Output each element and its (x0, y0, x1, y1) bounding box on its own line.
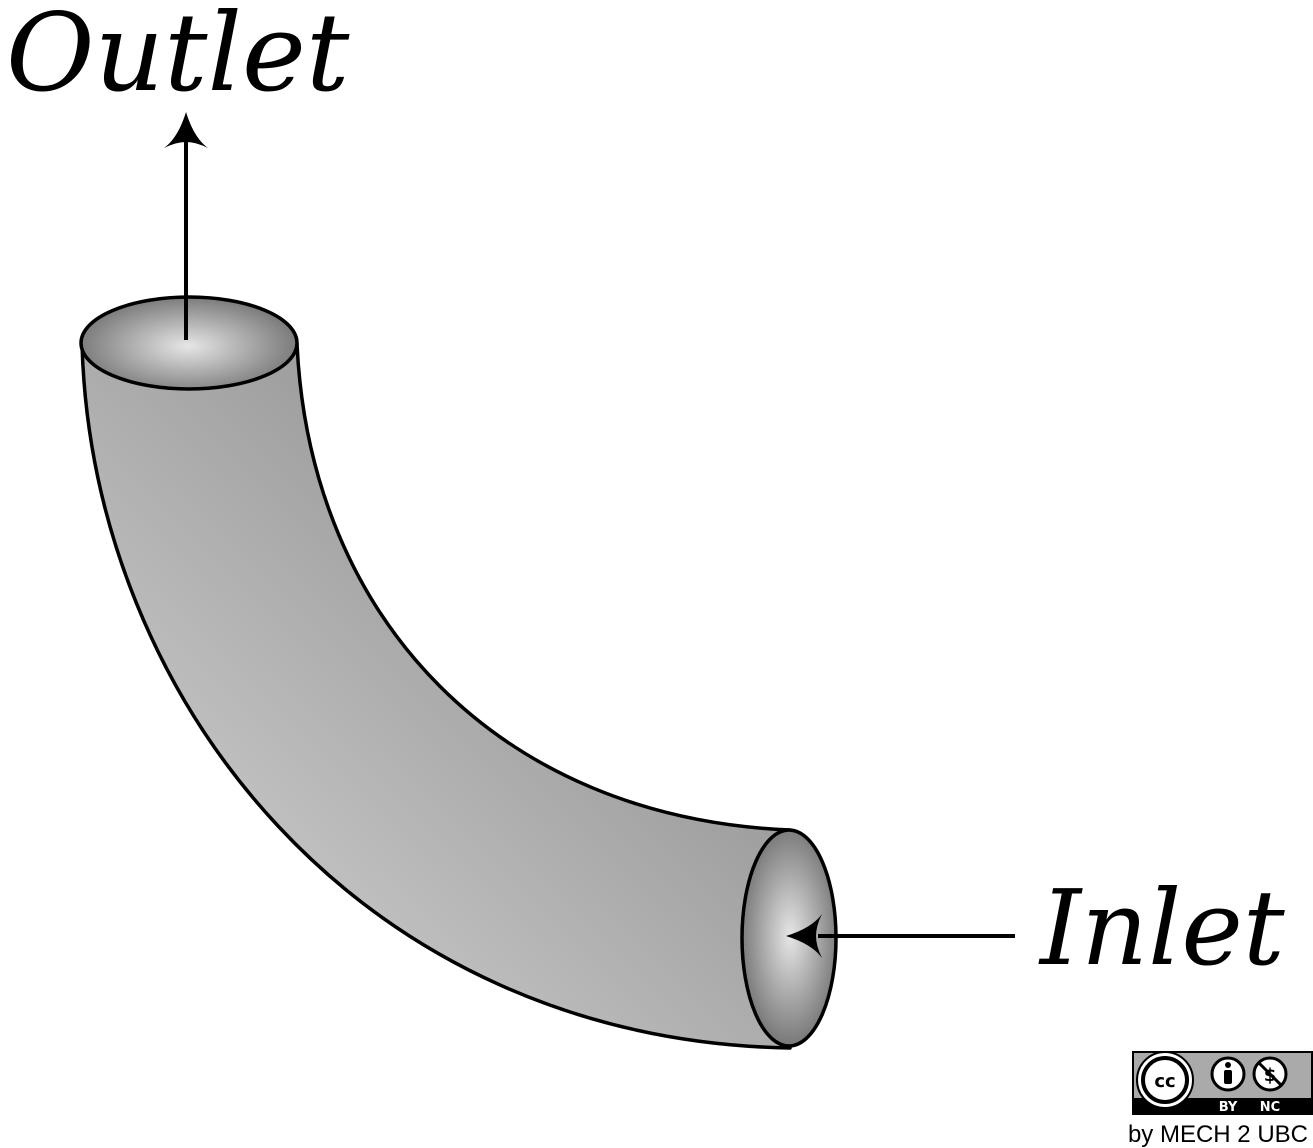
badge-nc-label: NC (1260, 1100, 1280, 1115)
outlet-label: Outlet (6, 0, 350, 116)
non-commercial-icon: $ (1252, 1056, 1288, 1092)
svg-text:cc: cc (1154, 1071, 1175, 1092)
outlet-arrow (164, 112, 208, 340)
credit-text: by MECH 2 UBC (1128, 1121, 1308, 1148)
outlet-opening (79, 295, 299, 391)
inlet-label: Inlet (1038, 867, 1285, 989)
license-badge: cc $ BY NC (1132, 1051, 1313, 1115)
cc-icon: cc (1136, 1051, 1194, 1109)
inlet-arrow (786, 914, 1015, 958)
badge-by-label: BY (1219, 1100, 1238, 1115)
attribution-icon (1210, 1056, 1246, 1092)
pipe-body (80, 342, 792, 1050)
